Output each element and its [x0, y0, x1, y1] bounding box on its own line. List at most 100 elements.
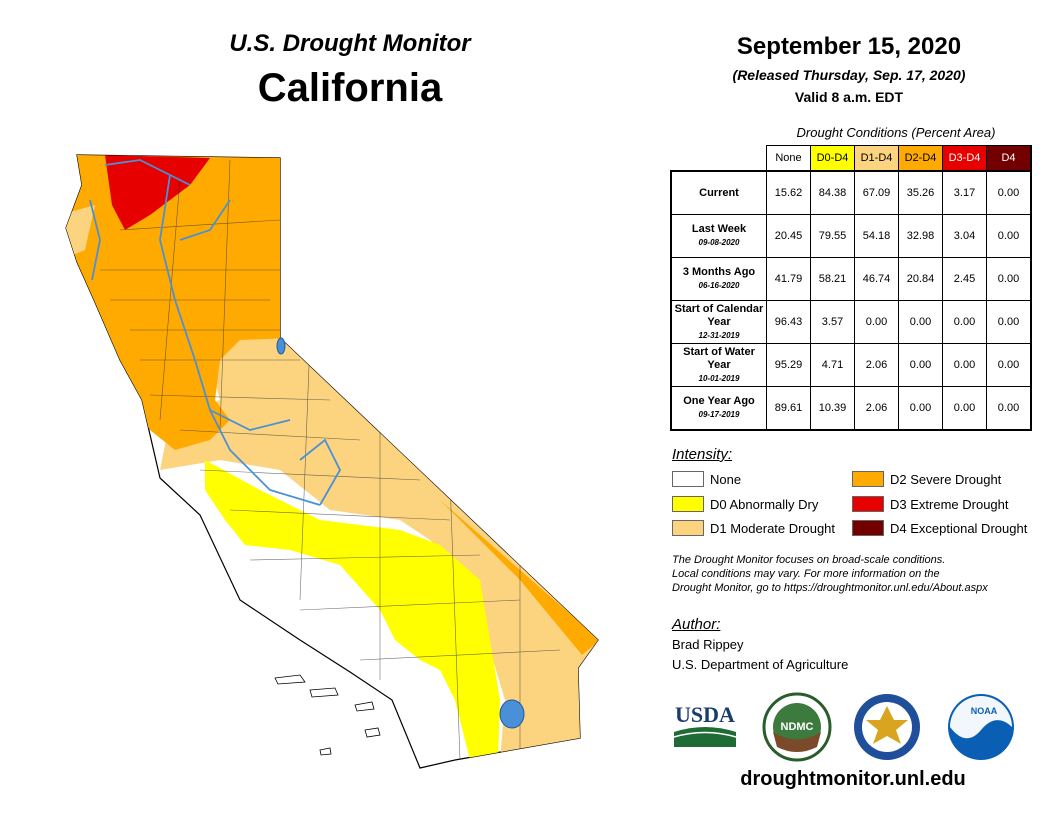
row-date: 09-17-2019 [698, 410, 740, 419]
legend-swatch [852, 520, 884, 536]
table-cell: 0.00 [986, 386, 1032, 431]
table-cell: 89.61 [766, 386, 811, 431]
table-cell: 0.00 [854, 300, 899, 344]
table-cell: 46.74 [854, 257, 899, 301]
legend-item-d0: D0 Abnormally Dry [672, 495, 818, 513]
legend-swatch [852, 496, 884, 512]
table-cell: 0.00 [986, 343, 1032, 387]
table-cell: 15.62 [766, 170, 811, 215]
table-cell: 0.00 [942, 343, 987, 387]
salton-sea [499, 699, 525, 729]
legend-label: D1 Moderate Drought [710, 520, 836, 536]
table-cell: 32.98 [898, 214, 943, 258]
legend-label: D3 Extreme Drought [890, 496, 1009, 512]
table-cell: 0.00 [898, 300, 943, 344]
table-cell: 0.00 [986, 170, 1032, 215]
legend-item-none: None [672, 470, 741, 488]
table-cell: 3.04 [942, 214, 987, 258]
map-title: U.S. Drought Monitor [229, 30, 471, 57]
table-row: Start of Water Year 10-01-2019 95.29 4.71 2.… [670, 343, 1032, 387]
row-label-text: 3 Months Ago [682, 266, 756, 278]
row-label: 3 Months Ago 06-16-2020 [670, 257, 767, 301]
table-cell: 0.00 [986, 300, 1032, 344]
legend-swatch [672, 471, 704, 487]
row-label: Last Week 09-08-2020 [670, 214, 767, 258]
table-cell: 20.84 [898, 257, 943, 301]
table-cell: 84.38 [810, 170, 855, 215]
column-header-d1-d4: D1-D4 [854, 145, 899, 172]
table-cell: 96.43 [766, 300, 811, 344]
county-lines [100, 159, 561, 761]
doc-seal-logo [854, 694, 920, 760]
author-name: Brad Rippey [672, 637, 744, 652]
row-label-text: Start of Calendar Year [674, 302, 764, 328]
row-label: Current [670, 170, 767, 215]
table-cell: 0.00 [986, 257, 1032, 301]
map-date: September 15, 2020 [736, 33, 962, 60]
row-date: 09-08-2020 [698, 238, 740, 247]
table-row: One Year Ago 09-17-2019 89.61 10.39 2.06 0.00… [670, 386, 1032, 431]
column-header-d4: D4 [986, 145, 1032, 172]
release-date: (Released Thursday, Sep. 17, 2020) [732, 67, 966, 83]
noaa-logo: NOAA [948, 694, 1014, 760]
legend-label: None [710, 471, 742, 487]
author-organization: U.S. Department of Agriculture [672, 657, 849, 672]
column-header-d0-d4: D0-D4 [810, 145, 855, 172]
legend-item-d4: D4 Exceptional Drought [852, 519, 1027, 537]
usda-logo-text: USDA [675, 702, 735, 727]
ndmc-logo-text: NDMC [781, 721, 814, 733]
table-cell: 35.26 [898, 170, 943, 215]
table-row: 3 Months Ago 06-16-2020 41.79 58.21 46.74 20.… [670, 257, 1032, 301]
note-line: Drought Monitor, go to https://droughtmo… [672, 582, 988, 594]
table-cell: 0.00 [942, 300, 987, 344]
table-cell: 0.00 [942, 386, 987, 431]
noaa-logo-text: NOAA [971, 706, 998, 716]
table-cell: 2.06 [854, 343, 899, 387]
column-header-d2-d4: D2-D4 [898, 145, 943, 172]
table-cell: 0.00 [898, 386, 943, 431]
legend-heading: Intensity: [672, 446, 733, 463]
valid-time: Valid 8 a.m. EDT [794, 89, 904, 105]
conditions-caption: Drought Conditions (Percent Area) [796, 125, 996, 140]
row-date: 06-16-2020 [698, 281, 740, 290]
table-cell: 3.17 [942, 170, 987, 215]
row-label-text: Current [699, 186, 739, 199]
table-cell: 95.29 [766, 343, 811, 387]
table-cell: 3.57 [810, 300, 855, 344]
channel-islands [274, 674, 381, 756]
row-label: Start of Water Year 10-01-2019 [670, 343, 767, 387]
author-heading: Author: [672, 616, 721, 633]
legend-item-d2: D2 Severe Drought [852, 470, 1001, 488]
legend-swatch [672, 520, 704, 536]
d3-region [105, 155, 210, 230]
table-cell: 20.45 [766, 214, 811, 258]
legend-label: D4 Exceptional Drought [890, 520, 1028, 536]
lake-tahoe [276, 337, 286, 355]
table-cell: 79.55 [810, 214, 855, 258]
table-cell: 4.71 [810, 343, 855, 387]
table-cell: 58.21 [810, 257, 855, 301]
table-cell: 2.45 [942, 257, 987, 301]
table-corner [671, 146, 767, 172]
note-line: Local conditions may vary. For more info… [672, 568, 940, 580]
table-cell: 2.06 [854, 386, 899, 431]
table-row: Start of Calendar Year 12-31-2019 96.43 3.5… [670, 300, 1032, 344]
disclaimer-note: The Drought Monitor focuses on broad-sca… [672, 553, 1042, 595]
row-date: 12-31-2019 [698, 330, 740, 340]
legend-item-d3: D3 Extreme Drought [852, 495, 1009, 513]
table-cell: 41.79 [766, 257, 811, 301]
map-state-name: California [257, 66, 443, 110]
legend-label: D2 Severe Drought [890, 471, 1002, 487]
legend-item-d1: D1 Moderate Drought [672, 519, 835, 537]
rivers [89, 159, 342, 506]
legend-swatch [852, 471, 884, 487]
table-cell: 67.09 [854, 170, 899, 215]
usda-logo: USDA [673, 702, 737, 747]
table-cell: 0.00 [986, 214, 1032, 258]
row-label-text: One Year Ago [683, 395, 755, 407]
website-url[interactable]: droughtmonitor.unl.edu [740, 768, 966, 790]
column-header-d3-d4: D3-D4 [942, 145, 987, 172]
row-date: 10-01-2019 [698, 373, 740, 383]
california-drought-map [65, 154, 599, 769]
table-row: Last Week 09-08-2020 20.45 79.55 54.18 32.98 3… [670, 214, 1032, 258]
